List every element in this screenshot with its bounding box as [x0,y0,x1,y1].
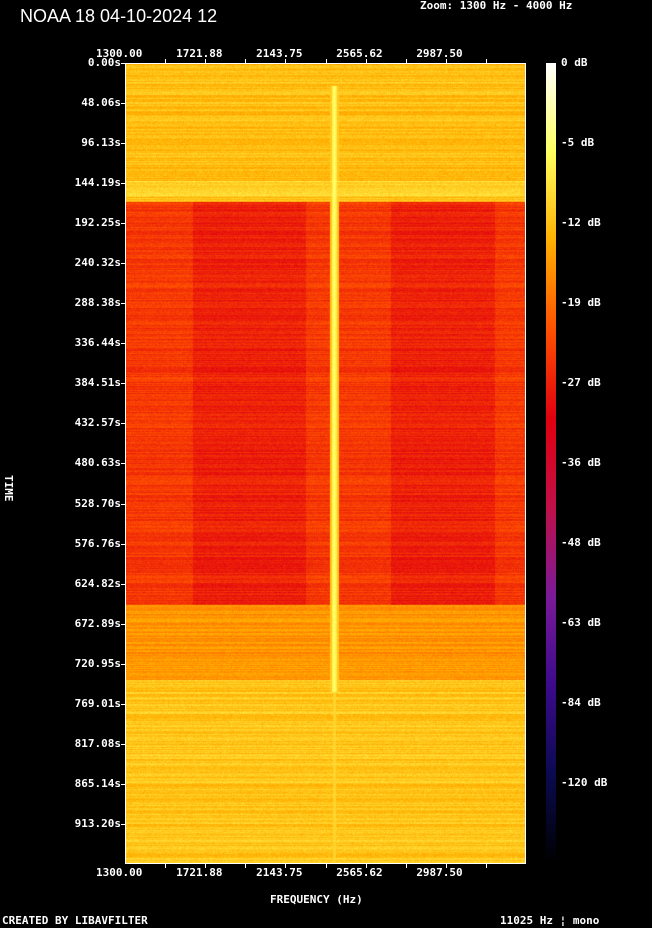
x-tick-mark [325,864,327,868]
y-tick-label: 192.25s [74,216,121,230]
y-tick-mark [121,423,125,425]
y-tick-label: 865.14s [74,776,121,790]
y-tick-label: 336.44s [74,336,121,350]
colorbar-label: 0 dB [561,56,588,69]
y-tick-label: 769.01s [74,696,121,710]
y-tick-mark [121,823,125,825]
colorbar-label: -5 dB [561,136,595,149]
plot-frame [125,63,526,864]
y-tick-label: 913.20s [74,816,121,830]
x-tick-label: 2143.75 [256,47,303,60]
x-tick-mark [285,59,287,63]
y-tick-mark [121,103,125,105]
y-tick-label: 144.19s [74,176,121,190]
colorbar-label: -12 dB [561,216,601,229]
y-tick-label: 480.63s [74,456,121,470]
y-tick-mark [121,703,125,705]
y-tick-label: 288.38s [74,296,121,310]
colorbar-label: -19 dB [561,296,601,309]
y-tick-mark [121,183,125,185]
zoom-range-label: Zoom: 1300 Hz - 4000 Hz [420,0,573,12]
y-tick-label: 720.95s [74,656,121,670]
y-tick-label: 624.82s [74,576,121,590]
y-tick-label: 48.06s [81,96,121,110]
y-tick-label: 432.57s [74,416,121,430]
y-tick-label: 817.08s [74,736,121,750]
x-tick-mark [365,864,367,868]
y-tick-mark [121,663,125,665]
y-tick-mark [121,303,125,305]
y-tick-label: 384.51s [74,376,121,390]
x-tick-mark [365,59,367,63]
y-axis-label: TIME [2,475,15,502]
colorbar-label: -120 dB [561,776,608,789]
footer-sample-rate: 11025 Hz ¦ mono [500,914,600,927]
x-tick-label: 2565.62 [336,866,383,879]
y-tick-label: 672.89s [74,616,121,630]
y-tick-mark [121,383,125,385]
chart-title: NOAA 18 04-10-2024 12 [20,6,218,26]
x-tick-label: 1300.00 [96,47,143,60]
x-tick-mark [245,864,247,868]
x-tick-label: 2987.50 [416,866,463,879]
x-tick-label: 1721.88 [176,866,223,879]
x-tick-mark [485,864,487,868]
y-tick-mark [121,503,125,505]
y-tick-label: 576.76s [74,536,121,550]
y-tick-label: 0.00s [87,56,121,69]
x-tick-mark [405,59,407,63]
y-tick-label: 96.13s [81,136,121,150]
spectrogram-heatmap [126,64,525,863]
x-tick-mark [165,59,167,63]
x-tick-mark [405,864,407,868]
x-tick-mark [445,59,447,63]
x-tick-mark [165,864,167,868]
x-tick-mark [245,59,247,63]
y-tick-mark [121,623,125,625]
x-tick-mark [205,864,207,868]
x-tick-label: 2143.75 [256,866,303,879]
colorbar [546,63,556,864]
footer-credit: CREATED BY LIBAVFILTER [2,914,148,927]
x-tick-mark [325,59,327,63]
y-tick-mark [121,783,125,785]
y-tick-mark [121,543,125,545]
x-tick-label: 1300.00 [96,866,143,879]
x-tick-mark [445,864,447,868]
y-tick-mark [121,463,125,465]
colorbar-label: -63 dB [561,616,601,629]
colorbar-label: -36 dB [561,456,601,469]
colorbar-label: -84 dB [561,696,601,709]
x-tick-mark [485,59,487,63]
y-tick-mark [121,343,125,345]
x-tick-mark [285,864,287,868]
y-tick-mark [121,583,125,585]
y-tick-mark [121,143,125,145]
y-tick-mark [121,223,125,225]
y-tick-mark [121,63,125,64]
x-tick-label: 2987.50 [416,47,463,60]
y-tick-label: 240.32s [74,256,121,270]
x-tick-mark [205,59,207,63]
y-tick-mark [121,263,125,265]
y-tick-label: 528.70s [74,496,121,510]
y-tick-mark [121,743,125,745]
colorbar-label: -27 dB [561,376,601,389]
x-tick-label: 2565.62 [336,47,383,60]
colorbar-label: -48 dB [561,536,601,549]
x-tick-label: 1721.88 [176,47,223,60]
x-axis-label: FREQUENCY (Hz) [270,893,363,906]
